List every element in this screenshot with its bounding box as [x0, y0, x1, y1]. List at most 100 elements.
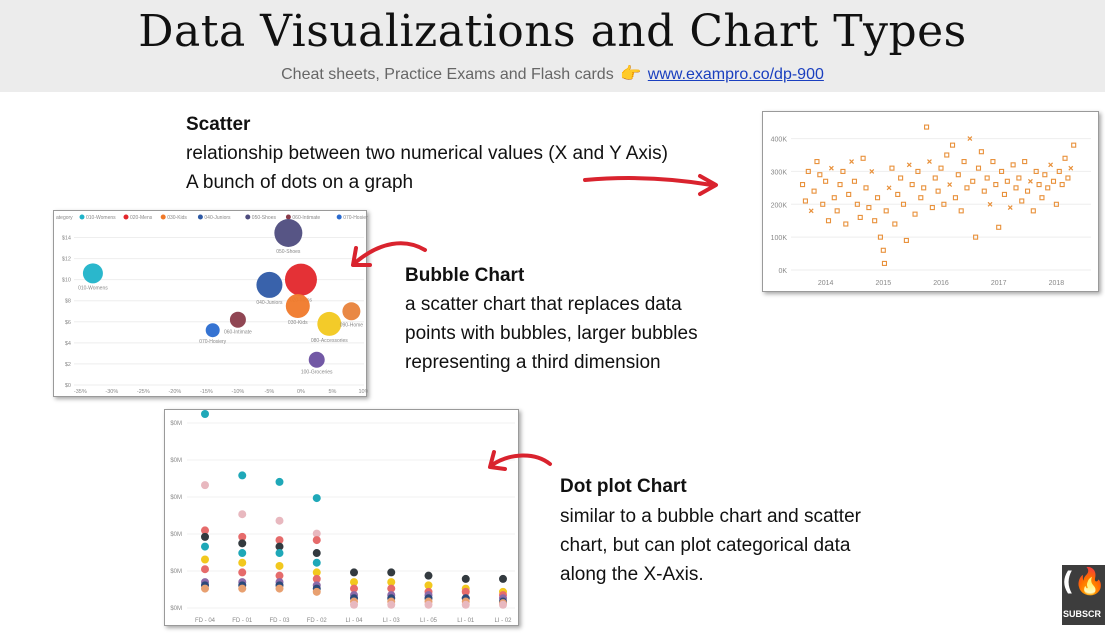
scatter-point	[915, 168, 921, 174]
dot-x-tick: FD - 03	[269, 618, 290, 624]
scatter-point	[944, 152, 950, 158]
scatter-point	[799, 182, 806, 188]
dot-point	[275, 549, 284, 558]
dot-x-tick: LI - 04	[345, 618, 363, 624]
dot-x-tick: FD - 02	[307, 618, 328, 624]
bubble-line-3: representing a third dimension	[405, 352, 661, 373]
bubble-y-tick: $14	[62, 236, 71, 242]
bubble-chart: ategory 010-Womens 020-Mens 030-Kids 040-Jun…	[56, 214, 368, 395]
scatter-point	[1010, 162, 1016, 168]
scatter-point	[1001, 191, 1008, 197]
dotplot-line-1: similar to a bubble chart and scatter	[560, 506, 861, 527]
dot-point	[350, 600, 358, 609]
dot-point	[350, 584, 358, 593]
bubble-label: 060-Intimate	[224, 330, 252, 336]
dotplot-description: similar to a bubble chart and scatter ch…	[560, 502, 861, 589]
subscribe-label: SUBSCR	[1063, 609, 1102, 619]
scatter-point	[929, 205, 935, 211]
scatter-point	[903, 237, 909, 243]
scatter-point	[863, 185, 869, 191]
bubble-title: Bubble Chart	[405, 265, 525, 286]
scatter-point	[834, 208, 840, 214]
dot-x-tick: LI - 03	[383, 618, 401, 624]
scatter-point	[883, 208, 889, 214]
dot-x-tick: FD - 04	[195, 618, 216, 624]
scatter-point	[964, 185, 970, 191]
scatter-point	[981, 188, 987, 194]
dot-point	[275, 516, 284, 525]
dot-point	[387, 600, 396, 609]
scatter-point	[846, 191, 852, 197]
bubble-legend-label: 050-Shoes	[252, 215, 277, 221]
dotplot-chart: $0M $0M $0M $0M $0M $0M FD - 04 FD - 01 FD - 03 F…	[170, 410, 515, 624]
dot-y-tick: $0M	[170, 532, 182, 538]
freecodecamp-logo-icon: (🔥	[1062, 567, 1105, 597]
scatter-point	[967, 136, 973, 141]
scatter-point	[1024, 188, 1031, 194]
bubble-legend-swatch	[79, 214, 85, 220]
scatter-point	[955, 172, 961, 178]
scatter-point	[921, 185, 927, 191]
scatter-point	[978, 149, 984, 155]
dot-point	[312, 494, 321, 503]
dot-point	[275, 536, 284, 545]
dot-point	[350, 568, 358, 577]
dot-x-tick: FD - 01	[232, 618, 253, 624]
scatter-point	[970, 178, 976, 184]
scatter-y-tick: 300K	[771, 169, 788, 176]
scatter-point	[898, 175, 904, 181]
scatter-point	[932, 175, 938, 181]
scatter-chart-panel: 0K 100K 200K 300K 400K 2014 2015 2016 2017 2018	[762, 111, 1099, 292]
dot-point	[350, 578, 358, 587]
scatter-point	[938, 165, 944, 171]
page-title: Data Visualizations and Chart Types	[138, 6, 967, 57]
dot-point	[312, 558, 321, 567]
subscribe-badge[interactable]: (🔥 SUBSCR	[1062, 565, 1105, 625]
bubble-legend-label: 030-Kids	[167, 215, 187, 221]
scatter-point	[1059, 182, 1065, 188]
bubble-y-tick: $12	[62, 257, 71, 263]
scatter-point	[881, 260, 888, 266]
dot-point	[424, 581, 433, 590]
dot-point	[461, 600, 470, 609]
bubble-legend-label: 060-Intimate	[292, 215, 320, 221]
scatter-point	[961, 159, 967, 165]
scatter-point	[996, 224, 1002, 230]
scatter-point	[805, 168, 811, 174]
bubble-x-tick: 0%	[297, 389, 305, 395]
scatter-point	[895, 191, 901, 197]
dot-point	[238, 584, 247, 593]
dot-point	[499, 600, 507, 609]
bubble-legend-swatch	[160, 214, 166, 220]
bubble-legend-swatch	[245, 214, 251, 220]
scatter-point	[952, 195, 958, 201]
bubble-x-tick: -10%	[231, 389, 244, 395]
bubble-x-tick: -35%	[74, 389, 87, 395]
scatter-point	[874, 195, 881, 201]
exampro-link[interactable]: www.exampro.co/dp-900	[647, 66, 824, 83]
scatter-description: relationship between two numerical value…	[186, 139, 668, 197]
scatter-point	[1016, 175, 1022, 181]
scatter-point	[889, 165, 895, 171]
bubble-point	[317, 311, 342, 336]
scatter-point	[918, 195, 924, 201]
bubble-x-tick: -30%	[105, 389, 118, 395]
dotplot-title: Dot plot Chart	[560, 476, 687, 497]
scatter-point	[817, 172, 823, 178]
dot-point	[424, 571, 433, 580]
dot-x-tick: LI - 01	[457, 618, 475, 624]
scatter-point	[909, 182, 915, 188]
scatter-line-2: A bunch of dots on a graph	[186, 172, 414, 193]
dot-point	[275, 542, 284, 551]
scatter-point	[1062, 155, 1068, 161]
scatter-point	[1053, 201, 1059, 207]
dot-point	[312, 574, 321, 583]
dot-point	[201, 532, 209, 541]
scatter-x-tick: 2015	[876, 280, 892, 287]
scatter-y-tick: 0K	[778, 268, 787, 275]
scatter-point	[886, 185, 892, 191]
bubble-point	[342, 302, 361, 321]
scatter-point	[831, 195, 837, 201]
bubble-legend-swatch	[197, 214, 203, 220]
scatter-point	[869, 169, 875, 174]
